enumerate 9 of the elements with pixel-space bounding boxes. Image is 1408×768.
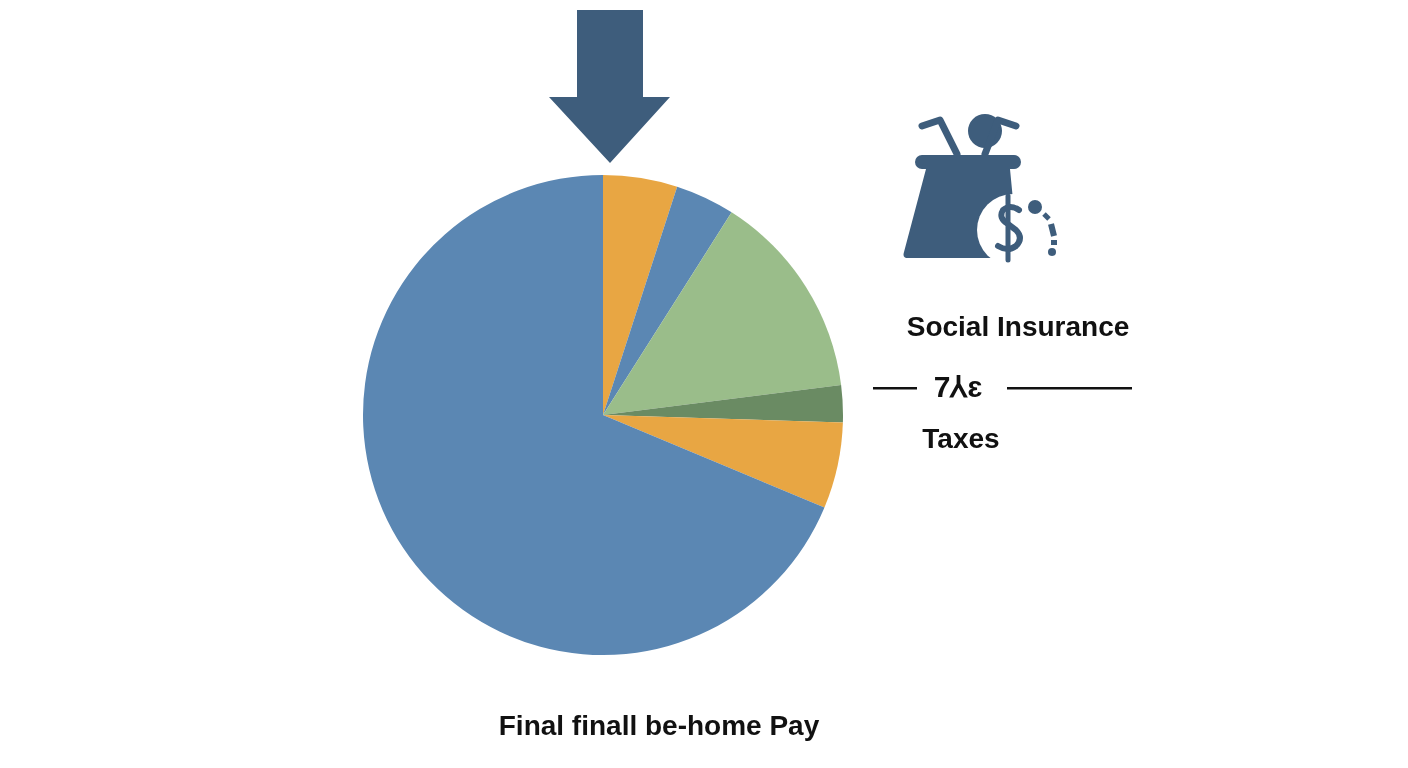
pie-slice xyxy=(603,212,842,415)
text: Final finall be-home Pay xyxy=(498,710,820,741)
pie-slice xyxy=(603,415,843,508)
pie-slice xyxy=(603,186,732,415)
pie-slice xyxy=(603,175,678,415)
pie-slice xyxy=(363,175,825,655)
text: Taxes xyxy=(922,423,1000,454)
text: Social Insurance xyxy=(906,311,1130,342)
text: 7⅄ɛ xyxy=(933,370,983,403)
